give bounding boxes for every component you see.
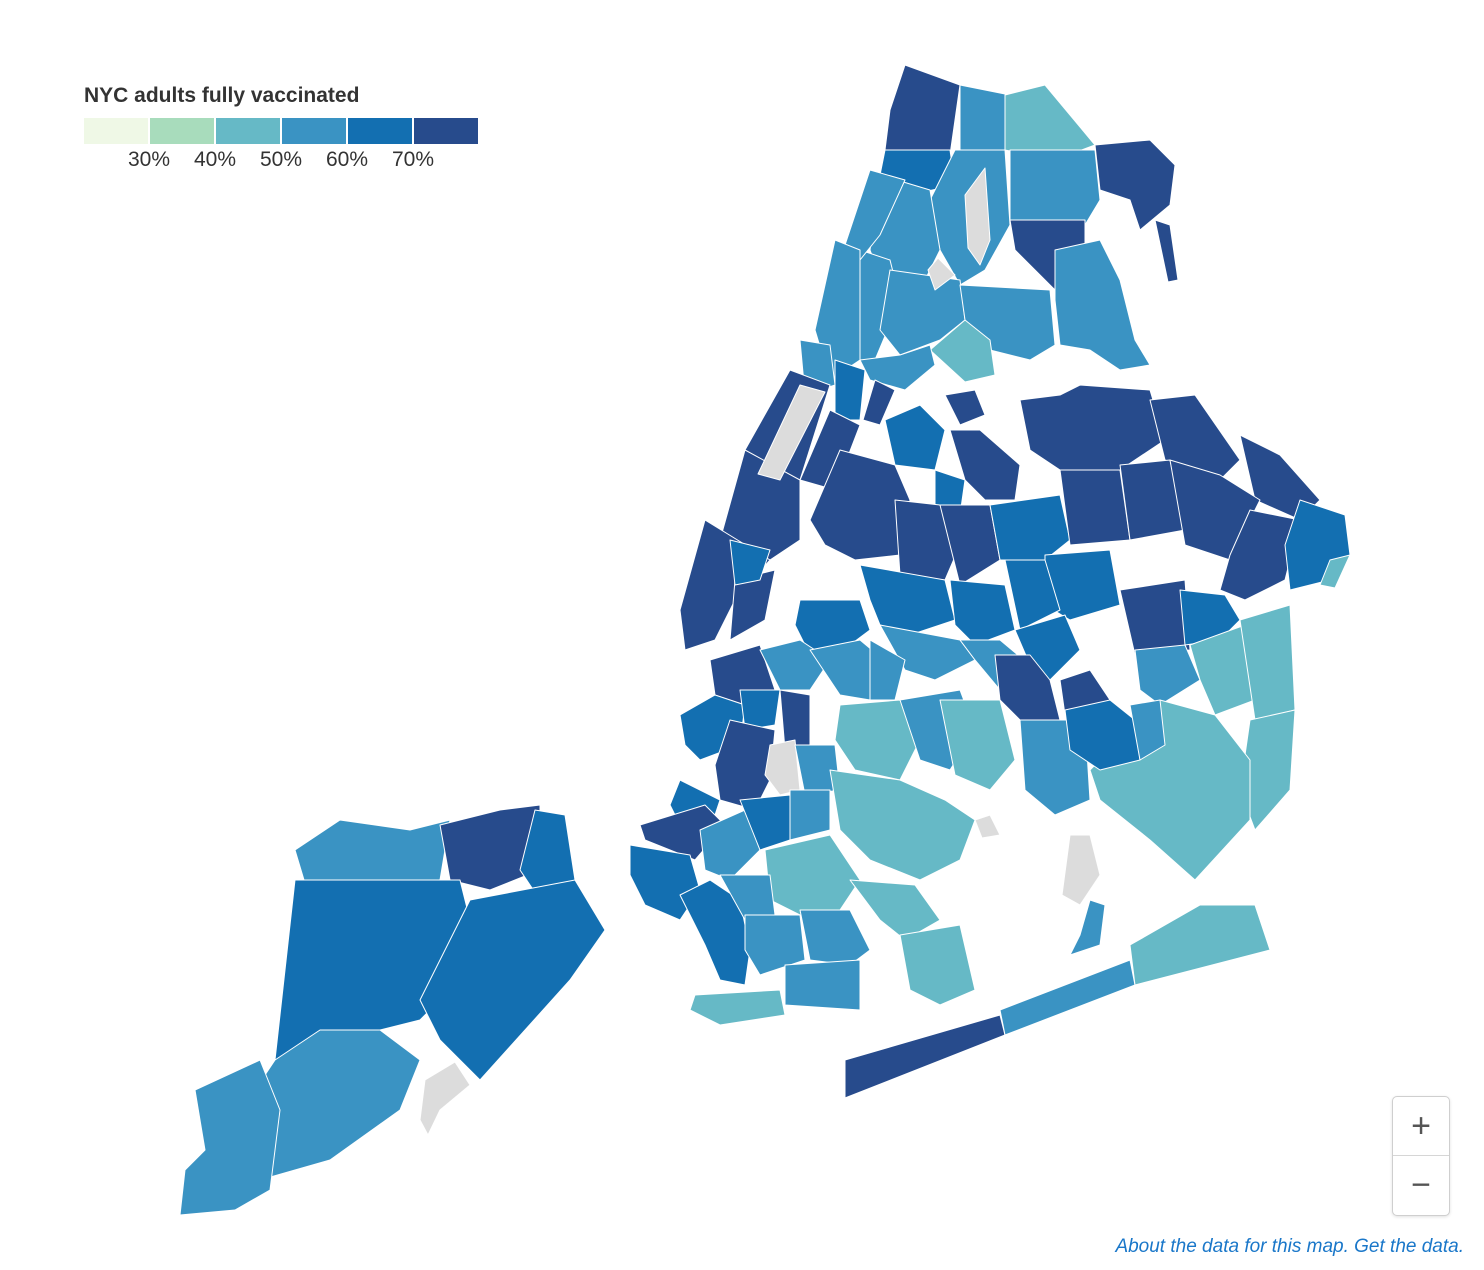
brooklyn-borough-park-zone[interactable]: [699, 809, 761, 881]
broad-channel-zone[interactable]: [1069, 899, 1106, 956]
bronx-northeast-zone[interactable]: [1004, 84, 1096, 161]
brooklyn-gravesend-zone[interactable]: [744, 914, 806, 976]
legend-tick-50: 50%: [259, 148, 303, 171]
bronx-eastchester-zone[interactable]: [1009, 149, 1101, 226]
rockaway-west-zone[interactable]: [844, 1014, 1006, 1099]
queens-springfield-zone[interactable]: [1189, 624, 1256, 716]
legend-swatches: [84, 118, 484, 144]
legend-swatch-5: [348, 118, 412, 144]
footer-links: About the data for this map. Get the dat…: [1115, 1236, 1464, 1258]
brooklyn-coney-island-zone[interactable]: [689, 989, 786, 1026]
zoom-out-button[interactable]: −: [1393, 1155, 1449, 1214]
legend-tick-30: 30%: [127, 148, 171, 171]
legend: NYC adults fully vaccinated 30% 40% 50% …: [84, 84, 484, 174]
brooklyn-bay-ridge-zone[interactable]: [629, 844, 701, 921]
prospect-park[interactable]: [764, 739, 801, 796]
bronx-soundview-zone[interactable]: [929, 319, 996, 383]
brooklyn-east-flatbush-zone[interactable]: [789, 789, 831, 841]
jfk-airport-area[interactable]: [1061, 834, 1101, 906]
queens-st-albans-zone[interactable]: [1134, 644, 1201, 706]
great-kills-park[interactable]: [419, 1061, 471, 1136]
rockaway-east-zone[interactable]: [1129, 904, 1271, 986]
queens-astoria-zone[interactable]: [884, 404, 946, 471]
brooklyn-manhattan-beach-zone[interactable]: [784, 959, 861, 1011]
manhattan-east-harlem-zone[interactable]: [834, 359, 866, 421]
footer-end: .: [1458, 1236, 1464, 1257]
get-data-link[interactable]: Get the data: [1354, 1236, 1459, 1257]
bronx-park[interactable]: [927, 257, 956, 291]
brooklyn-flatlands-zone[interactable]: [764, 834, 861, 916]
bronx-south-zone[interactable]: [859, 344, 936, 391]
legend-tick-40: 40%: [193, 148, 237, 171]
green-hook-gray-zone[interactable]: [974, 814, 1001, 839]
brooklyn-dyker-zone[interactable]: [679, 879, 751, 986]
bronx-northwest-zone[interactable]: [884, 64, 961, 156]
legend-title: NYC adults fully vaccinated: [84, 84, 360, 107]
staten-island-east-shore-zone[interactable]: [419, 879, 606, 1081]
queens-corona-zone[interactable]: [989, 494, 1071, 561]
brooklyn-marine-park-zone[interactable]: [849, 879, 941, 941]
queens-jfk-area[interactable]: [1129, 699, 1166, 761]
legend-swatch-4: [282, 118, 346, 144]
bronx-pelham-zone[interactable]: [1094, 139, 1176, 231]
legend-swatch-6: [414, 118, 478, 144]
footer-separator: .: [1343, 1236, 1355, 1257]
brooklyn-fort-greene-zone[interactable]: [739, 689, 781, 731]
manhattan-inwood-zone[interactable]: [844, 169, 906, 261]
central-park[interactable]: [757, 384, 826, 481]
bronx-throgs-zone[interactable]: [1054, 239, 1151, 371]
bronx-middle-zone[interactable]: [879, 269, 966, 356]
bronx-north-zone[interactable]: [959, 84, 1011, 161]
manhattan-stuy-zone[interactable]: [729, 539, 771, 586]
rockaway-middle-zone[interactable]: [999, 959, 1136, 1036]
queens-hillcrest-zone[interactable]: [1119, 579, 1191, 656]
rikers-island-zone[interactable]: [944, 389, 986, 426]
zoom-control: + −: [1392, 1096, 1450, 1216]
legend-swatch-2: [150, 118, 214, 144]
about-data-link[interactable]: About the data for this map: [1115, 1236, 1344, 1257]
zoom-in-button[interactable]: +: [1411, 1106, 1431, 1145]
legend-swatch-1: [84, 118, 148, 144]
floyd-bennett-field-zone[interactable]: [899, 924, 976, 1006]
queens-whitestone-zone[interactable]: [1019, 384, 1166, 471]
van-cortlandt-park[interactable]: [964, 167, 991, 266]
queens-bayside-zone[interactable]: [1149, 394, 1241, 481]
legend-tick-70: 70%: [391, 148, 435, 171]
queens-maspeth-zone[interactable]: [949, 579, 1016, 646]
staten-island-tottenville-zone[interactable]: [179, 1059, 281, 1216]
legend-labels: 30% 40% 50% 60% 70%: [84, 144, 484, 174]
city-island-zone[interactable]: [1154, 219, 1179, 283]
randalls-island-zone[interactable]: [862, 379, 896, 426]
legend-tick-60: 60%: [325, 148, 369, 171]
queens-forest-hills-zone[interactable]: [1004, 559, 1061, 631]
queens-flushing-zone[interactable]: [1059, 469, 1131, 546]
queens-long-island-city-zone[interactable]: [809, 449, 911, 561]
queens-floral-park-zone[interactable]: [1319, 554, 1351, 589]
brooklyn-sheepshead-zone[interactable]: [799, 909, 871, 966]
brooklyn-cypress-hills-zone[interactable]: [939, 699, 1016, 791]
brooklyn-canarsie-zone[interactable]: [829, 769, 976, 881]
legend-swatch-3: [216, 118, 280, 144]
